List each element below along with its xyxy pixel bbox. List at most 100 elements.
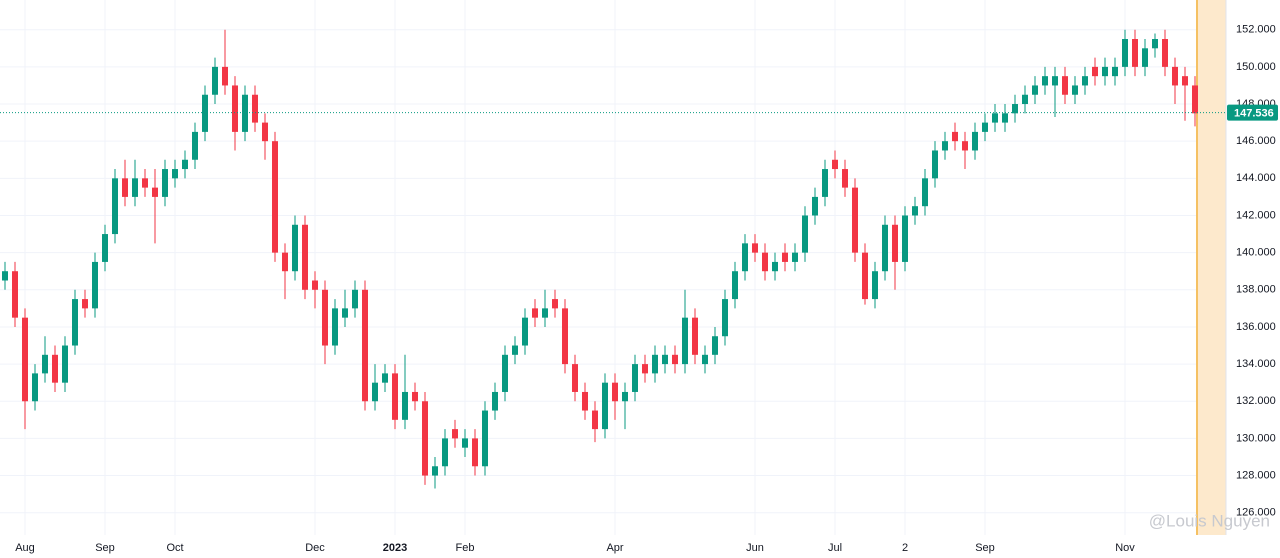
y-tick-label: 144.000 [1236,172,1276,184]
y-tick-label: 134.000 [1236,358,1276,370]
candle-body [622,391,628,402]
y-tick-label: 150.000 [1236,61,1276,73]
candle-body [1012,104,1018,114]
x-tick-label: Sep [95,542,115,554]
candle-body [522,317,528,346]
candle-body [1142,48,1148,67]
candle-body [422,401,428,476]
candle-body [232,85,238,132]
x-tick-label: Oct [166,542,183,554]
candle-body [812,196,818,216]
candle-body [772,261,778,272]
candle-body [1022,94,1028,105]
candle-body [362,289,368,402]
candle-body [792,252,798,262]
candle-body [922,178,928,207]
candle-body [1152,39,1158,49]
candle-body [382,373,388,383]
candle-body [682,317,688,365]
candle-body [62,345,68,383]
candle-body [732,271,738,300]
y-tick-label: 132.000 [1236,395,1276,407]
x-tick-label: Feb [456,542,475,554]
candle-body [492,391,498,411]
candle-body [342,308,348,318]
candle-body [302,224,308,290]
candle-body [752,243,758,253]
candle-body [962,141,968,151]
candle-body [852,187,858,253]
candle-body [32,373,38,402]
candle-body [1122,39,1128,67]
y-tick-label: 138.000 [1236,284,1276,296]
x-tick-label: Jun [746,542,764,554]
candle-body [822,169,828,197]
candle-body [182,159,188,170]
candle-body [322,289,328,346]
candle-body [502,354,508,392]
candle-body [472,438,478,467]
candle-body [652,354,658,374]
last-price-label: 147.536 [1234,108,1274,120]
candle-body [312,280,318,290]
y-tick-label: 152.000 [1236,24,1276,36]
candle-body [292,224,298,272]
candle-body [842,169,848,188]
y-tick-label: 146.000 [1236,135,1276,147]
candle-body [222,66,228,86]
candle-body [532,308,538,318]
candle-body [562,308,568,365]
candle-body [762,252,768,272]
y-tick-label: 136.000 [1236,321,1276,333]
candle-body [172,169,178,179]
candle-body [892,224,898,262]
candle-body [712,336,718,355]
candle-body [412,391,418,402]
candle-body [152,187,158,197]
candle-body [702,354,708,365]
candle-body [1172,66,1178,86]
candle-body [2,271,8,281]
candle-body [642,364,648,374]
candle-body [912,206,918,216]
candle-body [212,66,218,95]
candle-body [742,243,748,272]
future-zone [1196,0,1226,535]
candle-body [102,234,108,262]
candle-body [372,382,378,402]
candle-body [1102,66,1108,77]
candle-body [832,159,838,170]
candle-body [1092,66,1098,77]
candle-body [112,178,118,235]
candle-body [392,373,398,420]
candle-body [402,391,408,420]
candle-body [482,410,488,467]
candle-body [572,364,578,392]
candle-body [1162,39,1168,67]
candle-body [252,94,258,123]
x-tick-label: Apr [606,542,623,554]
y-tick-label: 128.000 [1236,469,1276,481]
candle-body [462,438,468,448]
candle-body [592,410,598,430]
candle-body [132,178,138,197]
candle-body [1132,39,1138,67]
candle-body [1082,76,1088,86]
candle-body [542,308,548,318]
candle-body [972,131,978,151]
candle-body [192,131,198,160]
candle-body [942,141,948,151]
y-tick-label: 140.000 [1236,247,1276,259]
x-tick-label: Dec [305,542,325,554]
x-tick-label: Sep [975,542,995,554]
candle-body [1072,85,1078,95]
candle-body [272,141,278,253]
x-tick-label: Nov [1115,542,1135,554]
candle-body [952,131,958,142]
candle-body [42,354,48,374]
candle-body [662,354,668,365]
y-tick-label: 142.000 [1236,209,1276,221]
candle-body [612,382,618,402]
candle-body [92,261,98,309]
